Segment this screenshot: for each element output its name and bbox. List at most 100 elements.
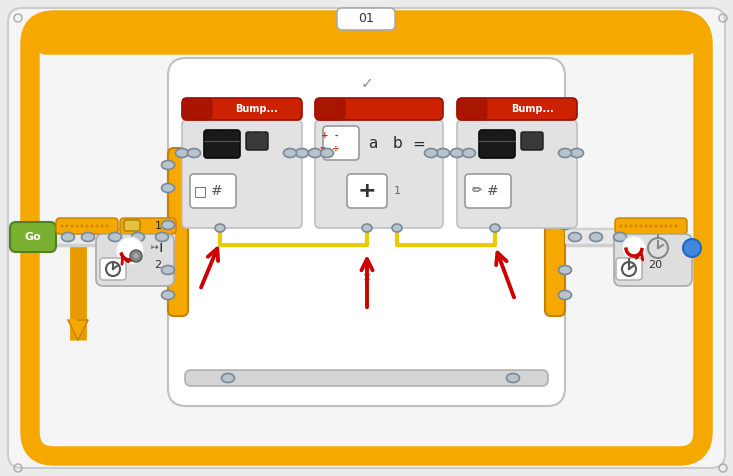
- Ellipse shape: [570, 149, 583, 158]
- Text: ↦❙: ↦❙: [150, 244, 166, 252]
- Circle shape: [70, 225, 73, 228]
- Ellipse shape: [161, 160, 174, 169]
- Ellipse shape: [131, 232, 144, 241]
- Circle shape: [133, 253, 139, 259]
- FancyBboxPatch shape: [190, 174, 236, 208]
- Text: #: #: [211, 184, 223, 198]
- Circle shape: [90, 225, 94, 228]
- Text: a: a: [368, 137, 377, 151]
- Text: 1: 1: [155, 221, 161, 231]
- Text: #: #: [487, 184, 499, 198]
- Circle shape: [130, 250, 142, 262]
- Text: =: =: [413, 137, 425, 151]
- Circle shape: [655, 225, 658, 228]
- Ellipse shape: [62, 232, 75, 241]
- FancyBboxPatch shape: [124, 220, 140, 231]
- FancyBboxPatch shape: [465, 174, 511, 208]
- FancyBboxPatch shape: [616, 258, 642, 280]
- Ellipse shape: [490, 224, 500, 232]
- Circle shape: [106, 225, 108, 228]
- Ellipse shape: [559, 149, 572, 158]
- Polygon shape: [68, 320, 88, 340]
- Circle shape: [86, 225, 89, 228]
- Circle shape: [625, 225, 627, 228]
- FancyBboxPatch shape: [182, 120, 302, 228]
- FancyBboxPatch shape: [337, 8, 395, 30]
- Ellipse shape: [175, 149, 188, 158]
- FancyBboxPatch shape: [315, 120, 443, 228]
- FancyBboxPatch shape: [457, 98, 577, 120]
- FancyBboxPatch shape: [182, 98, 212, 120]
- Text: 20: 20: [648, 260, 662, 270]
- FancyBboxPatch shape: [56, 218, 118, 234]
- Ellipse shape: [188, 149, 201, 158]
- Circle shape: [95, 225, 98, 228]
- Ellipse shape: [507, 374, 520, 383]
- Ellipse shape: [436, 149, 449, 158]
- Ellipse shape: [161, 266, 174, 275]
- Ellipse shape: [559, 184, 572, 192]
- Circle shape: [674, 225, 677, 228]
- FancyBboxPatch shape: [168, 148, 188, 316]
- Ellipse shape: [108, 232, 122, 241]
- FancyBboxPatch shape: [323, 126, 359, 160]
- Text: Bump...: Bump...: [511, 104, 553, 114]
- FancyBboxPatch shape: [615, 218, 687, 234]
- Ellipse shape: [215, 224, 225, 232]
- Text: ✏: ✏: [472, 185, 482, 198]
- Circle shape: [100, 225, 103, 228]
- Circle shape: [660, 225, 663, 228]
- Circle shape: [75, 225, 78, 228]
- FancyBboxPatch shape: [479, 130, 515, 158]
- Text: 1: 1: [394, 186, 400, 196]
- Circle shape: [649, 225, 652, 228]
- Text: b: b: [392, 137, 402, 151]
- Circle shape: [65, 225, 68, 228]
- FancyBboxPatch shape: [38, 22, 695, 54]
- Ellipse shape: [424, 149, 438, 158]
- Ellipse shape: [392, 224, 402, 232]
- Text: Bump...: Bump...: [235, 104, 279, 114]
- FancyBboxPatch shape: [521, 132, 543, 150]
- FancyBboxPatch shape: [347, 174, 387, 208]
- FancyBboxPatch shape: [8, 8, 725, 468]
- Circle shape: [116, 237, 144, 265]
- FancyBboxPatch shape: [315, 98, 345, 120]
- Ellipse shape: [320, 149, 334, 158]
- Ellipse shape: [559, 290, 572, 299]
- Circle shape: [619, 225, 622, 228]
- Ellipse shape: [309, 149, 322, 158]
- FancyBboxPatch shape: [120, 218, 176, 234]
- FancyBboxPatch shape: [204, 130, 240, 158]
- Ellipse shape: [451, 149, 463, 158]
- FancyBboxPatch shape: [457, 120, 577, 228]
- FancyBboxPatch shape: [185, 370, 548, 386]
- Ellipse shape: [161, 184, 174, 192]
- Ellipse shape: [161, 220, 174, 229]
- Ellipse shape: [559, 220, 572, 229]
- FancyBboxPatch shape: [614, 234, 692, 286]
- Ellipse shape: [284, 149, 297, 158]
- Ellipse shape: [81, 232, 95, 241]
- Circle shape: [639, 225, 643, 228]
- Circle shape: [61, 225, 64, 228]
- Circle shape: [622, 236, 646, 260]
- FancyBboxPatch shape: [168, 58, 565, 406]
- Text: x  ÷: x ÷: [320, 146, 340, 155]
- Circle shape: [630, 225, 633, 228]
- Text: ×: ×: [362, 271, 372, 285]
- Ellipse shape: [295, 149, 309, 158]
- Ellipse shape: [362, 224, 372, 232]
- Circle shape: [635, 225, 638, 228]
- Ellipse shape: [161, 290, 174, 299]
- Ellipse shape: [559, 160, 572, 169]
- Ellipse shape: [221, 374, 235, 383]
- Text: +  -: + -: [321, 131, 339, 140]
- Text: □: □: [194, 184, 207, 198]
- FancyBboxPatch shape: [96, 234, 174, 286]
- FancyBboxPatch shape: [246, 132, 268, 150]
- FancyBboxPatch shape: [545, 148, 565, 316]
- Ellipse shape: [155, 232, 169, 241]
- Text: ✓: ✓: [361, 77, 373, 91]
- Ellipse shape: [569, 232, 581, 241]
